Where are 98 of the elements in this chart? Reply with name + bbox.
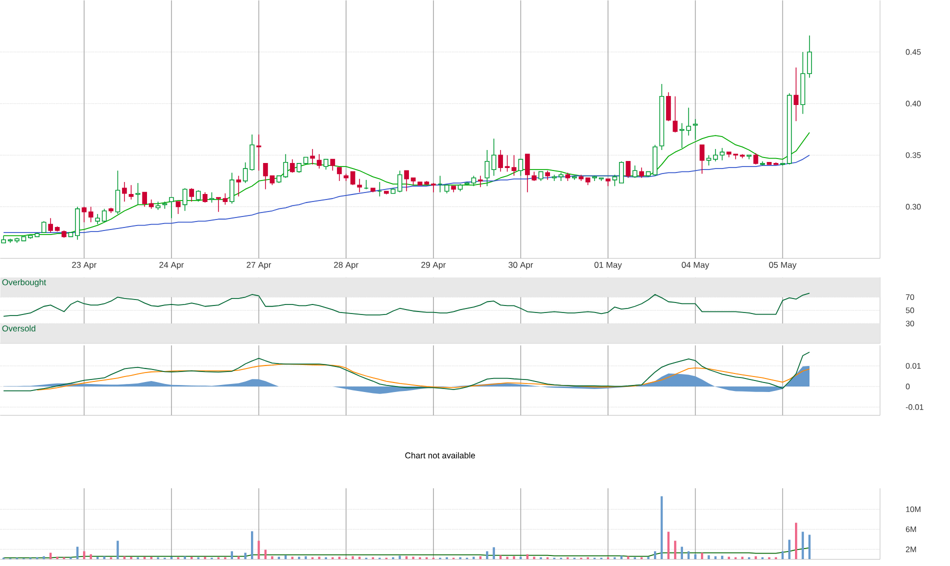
x-tick-label: 23 Apr xyxy=(72,262,96,270)
candlestick xyxy=(504,154,510,172)
bar xyxy=(708,555,710,560)
bar xyxy=(150,556,152,560)
bar xyxy=(647,556,650,560)
candlestick xyxy=(512,154,516,176)
x-tick-label: 05 May xyxy=(769,262,796,270)
candlestick xyxy=(471,175,476,186)
candlestick xyxy=(478,175,483,188)
candlestick xyxy=(397,170,402,193)
x-tick-label: 04 May xyxy=(682,262,710,270)
bar xyxy=(56,556,58,560)
bar xyxy=(627,556,630,560)
candlestick xyxy=(189,188,194,202)
candlestick xyxy=(538,171,544,182)
candlestick xyxy=(558,172,564,182)
band-label: Overbought xyxy=(2,278,46,287)
candlestick xyxy=(296,162,302,174)
x-tick-label: 28 Apr xyxy=(334,262,358,270)
candlestick xyxy=(209,192,214,203)
candlestick xyxy=(122,182,127,202)
x-tick-label: 27 Apr xyxy=(246,262,272,270)
bar xyxy=(318,556,320,560)
candlestick xyxy=(102,208,107,223)
bar xyxy=(694,554,696,560)
candlestick xyxy=(310,148,315,165)
x-tick-label: 29 Apr xyxy=(421,262,446,270)
candlestick xyxy=(639,167,644,178)
candlestick xyxy=(350,171,356,186)
x-tick-label: 30 Apr xyxy=(508,262,534,270)
candlestick xyxy=(794,67,798,122)
bar xyxy=(741,556,744,560)
candlestick xyxy=(229,172,234,204)
candlestick xyxy=(619,160,624,184)
candlestick xyxy=(753,152,758,165)
candlestick xyxy=(324,158,328,170)
candlestick xyxy=(290,158,295,174)
candlestick xyxy=(626,160,631,178)
candlestick xyxy=(135,182,140,206)
candlestick xyxy=(95,214,100,225)
text: Chart not available xyxy=(405,452,476,458)
candlestick xyxy=(256,134,262,171)
bar xyxy=(244,552,246,560)
candlestick xyxy=(545,170,550,180)
candlestick xyxy=(88,206,94,223)
candlestick xyxy=(41,220,46,233)
candlestick xyxy=(491,138,496,176)
bar xyxy=(660,496,663,560)
candlestick xyxy=(263,162,268,190)
candlestick xyxy=(336,167,342,182)
candlestick xyxy=(330,158,336,171)
candlestick xyxy=(700,144,704,174)
candlestick xyxy=(720,147,725,161)
candlestick xyxy=(357,178,362,193)
bar xyxy=(271,556,274,560)
bar xyxy=(130,556,132,560)
candlestick xyxy=(404,170,409,192)
x-tick-label: 01 May xyxy=(594,262,622,270)
band-label: Oversold xyxy=(2,325,36,332)
bar xyxy=(802,532,804,560)
candlestick xyxy=(142,192,148,208)
bar xyxy=(754,556,757,560)
candlestick xyxy=(222,192,228,206)
candlestick xyxy=(612,174,618,186)
candlestick xyxy=(196,190,201,202)
candlestick xyxy=(156,201,160,210)
candlestick xyxy=(216,197,221,212)
bar xyxy=(412,556,414,560)
bar xyxy=(506,556,508,560)
candlestick xyxy=(430,182,436,193)
bar xyxy=(721,556,724,560)
candlestick xyxy=(807,35,812,78)
candlestick xyxy=(82,206,87,223)
candlestick xyxy=(484,150,490,186)
bar xyxy=(83,551,86,560)
candlestick xyxy=(525,154,530,193)
candlestick xyxy=(498,150,503,172)
candlestick xyxy=(128,184,134,200)
candlestick xyxy=(202,192,208,203)
candlestick xyxy=(48,218,53,233)
candlestick xyxy=(518,158,524,176)
candlestick xyxy=(169,197,174,218)
candlestick xyxy=(182,188,188,212)
x-tick-label: 24 Apr xyxy=(159,262,184,270)
candlestick xyxy=(746,154,752,160)
bar xyxy=(492,547,495,560)
candlestick xyxy=(115,170,120,214)
candlestick xyxy=(672,96,678,133)
candlestick xyxy=(713,148,718,162)
candlestick xyxy=(316,154,322,169)
candlestick xyxy=(632,165,638,178)
candlestick xyxy=(176,201,181,214)
candlestick xyxy=(532,171,537,182)
candlestick xyxy=(666,92,671,122)
bar xyxy=(103,556,106,560)
candlestick xyxy=(270,175,275,186)
bar xyxy=(674,540,676,560)
candlestick xyxy=(236,175,242,197)
